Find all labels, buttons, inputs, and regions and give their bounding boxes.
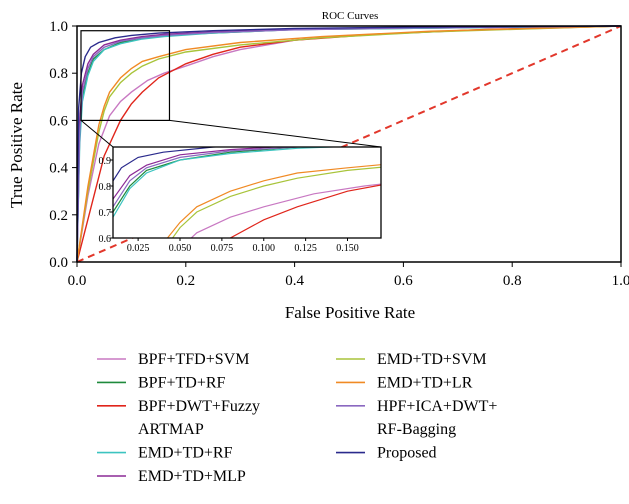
legend-label-left-2: BPF+TD+RF xyxy=(138,374,226,391)
inset-y-tick-label: 0.8 xyxy=(99,182,112,193)
legend-label-left-3: BPF+DWT+Fuzzy xyxy=(138,398,260,415)
legend-label-left-3: ARTMAP xyxy=(138,421,204,438)
legend-label-right-3: HPF+ICA+DWT+ xyxy=(377,398,497,415)
inset-x-tick-label: 0.050 xyxy=(169,243,192,254)
series-line-7 xyxy=(76,25,622,263)
inset-x-tick-label: 0.100 xyxy=(253,243,276,254)
inset-series-line-5 xyxy=(113,147,286,202)
legend-label-right-1: EMD+TD+SVM xyxy=(377,351,487,368)
x-tick-label: 0.0 xyxy=(68,273,87,289)
inset-series-line-1 xyxy=(190,183,381,238)
y-tick-label: 0.4 xyxy=(49,161,68,177)
zoom-connector-line xyxy=(169,119,382,148)
y-tick-label: 0.0 xyxy=(49,255,68,271)
series-line-8 xyxy=(76,25,622,263)
x-tick-label: 0.2 xyxy=(176,273,195,289)
x-tick-label: 1.0 xyxy=(612,273,629,289)
legend-label-right-3: RF-Bagging xyxy=(377,421,456,438)
legend-label-right-4: Proposed xyxy=(377,445,437,462)
inset-series-line-6 xyxy=(171,166,381,238)
series-line-6 xyxy=(76,25,622,263)
legend-label-left-1: BPF+TFD+SVM xyxy=(138,351,249,368)
legend-label-right-2: EMD+TD+LR xyxy=(377,374,473,391)
y-axis-label: True Positive Rate xyxy=(7,82,26,208)
inset-x-tick-label: 0.125 xyxy=(294,243,317,254)
inset-series-line-7 xyxy=(166,164,381,238)
inset-y-tick-label: 0.9 xyxy=(99,156,112,167)
inset-x-tick-label: 0.075 xyxy=(211,243,234,254)
x-axis-label: False Positive Rate xyxy=(285,303,415,322)
inset-series-line-4 xyxy=(113,147,347,221)
legend-label-left-5: EMD+TD+MLP xyxy=(138,468,246,485)
inset-x-tick-label: 0.150 xyxy=(336,243,359,254)
y-tick-label: 0.2 xyxy=(49,208,68,224)
x-tick-label: 0.4 xyxy=(285,273,304,289)
y-tick-label: 0.8 xyxy=(49,66,68,82)
x-tick-label: 0.6 xyxy=(394,273,413,289)
zoom-region-box xyxy=(80,30,171,121)
inset-y-tick-label: 0.7 xyxy=(99,208,112,219)
zoom-connector-line xyxy=(80,120,114,148)
inset-background xyxy=(113,147,381,238)
inset-y-tick-label: 0.6 xyxy=(99,234,112,245)
inset-series-line-2 xyxy=(113,147,313,215)
inset-series-group xyxy=(113,147,381,238)
inset-x-tick-label: 0.025 xyxy=(127,243,150,254)
y-tick-label: 1.0 xyxy=(49,19,68,35)
legend-label-left-4: EMD+TD+RF xyxy=(138,445,233,462)
chart-title: ROC Curves xyxy=(322,10,379,22)
x-tick-label: 0.8 xyxy=(503,273,522,289)
y-tick-label: 0.6 xyxy=(49,113,68,129)
inset-series-line-8 xyxy=(113,147,313,211)
plot-frame xyxy=(76,25,622,263)
inset-frame xyxy=(112,146,382,239)
